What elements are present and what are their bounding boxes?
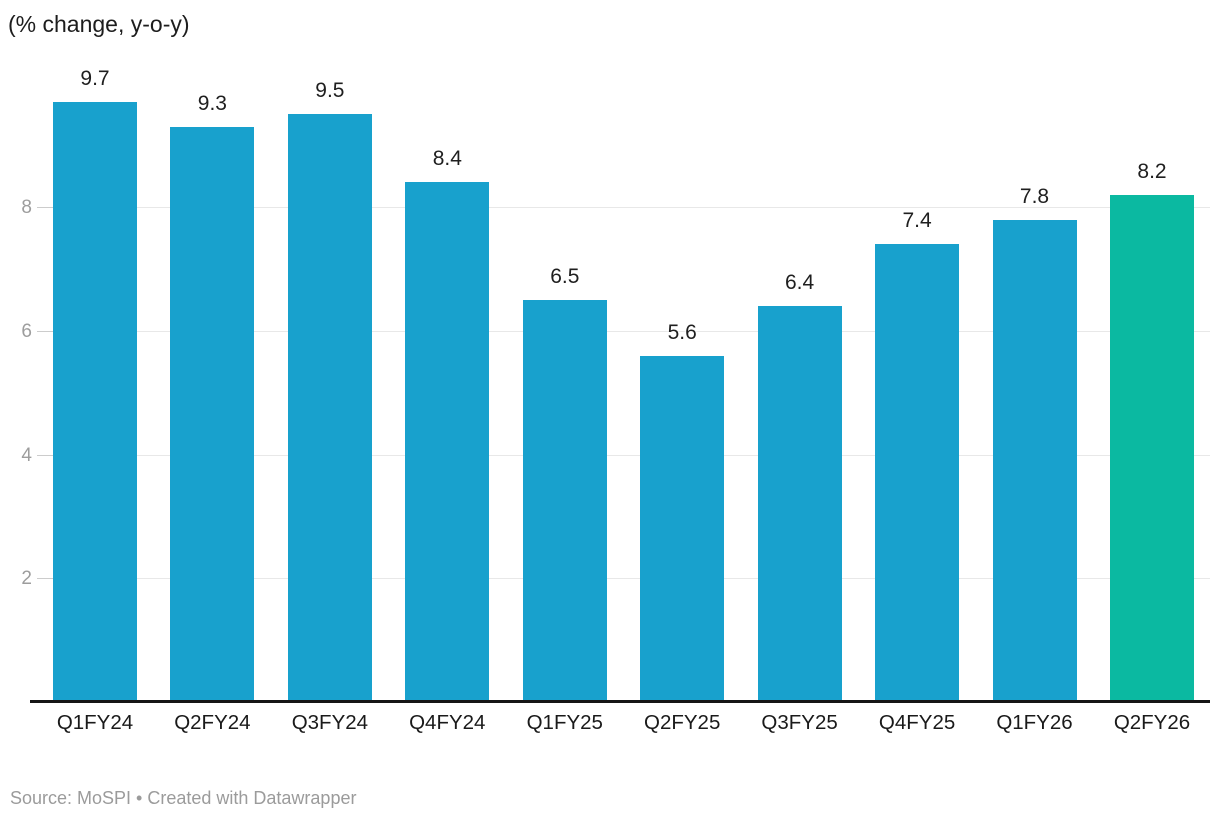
gridline-y-2 bbox=[37, 578, 1210, 580]
x-axis-label-Q3FY25: Q3FY25 bbox=[761, 711, 838, 734]
value-label-Q2FY24: 9.3 bbox=[197, 91, 227, 115]
x-axis-label-Q1FY24: Q1FY24 bbox=[56, 711, 134, 734]
x-axis-label-Q2FY26: Q2FY26 bbox=[1113, 711, 1191, 734]
value-label-Q1FY24: 9.7 bbox=[80, 67, 110, 90]
value-label-Q2FY25: 5.6 bbox=[667, 320, 697, 344]
x-axis-label-Q2FY25: Q2FY25 bbox=[644, 711, 721, 734]
chart-title: (% change, y-o-y) bbox=[8, 11, 190, 37]
bar-Q3FY24 bbox=[287, 114, 372, 702]
bar-Q3FY25 bbox=[757, 306, 842, 702]
bar-Q4FY25 bbox=[875, 244, 960, 702]
y-axis-tick-label: 2 bbox=[21, 568, 32, 590]
x-axis-label-Q4FY25: Q4FY25 bbox=[878, 711, 956, 734]
y-axis-tick-label: 6 bbox=[21, 320, 32, 342]
y-axis-tick bbox=[37, 330, 53, 332]
value-label-Q3FY24: 9.5 bbox=[315, 79, 345, 103]
gridline-y-8 bbox=[37, 207, 1210, 209]
bar-Q2FY25 bbox=[640, 355, 725, 702]
value-label-Q1FY26: 7.8 bbox=[1019, 184, 1050, 208]
x-axis-label-Q2FY24: Q2FY24 bbox=[174, 711, 251, 734]
y-axis-tick bbox=[37, 578, 53, 580]
bar-Q1FY24 bbox=[53, 102, 137, 702]
x-axis-label-Q4FY24: Q4FY24 bbox=[409, 711, 486, 734]
y-axis-tick-label: 8 bbox=[21, 197, 32, 219]
value-label-Q2FY26: 8.2 bbox=[1137, 159, 1167, 183]
value-label-Q3FY25: 6.4 bbox=[784, 271, 815, 295]
bar-Q4FY24 bbox=[405, 182, 490, 702]
value-label-Q4FY25: 7.4 bbox=[902, 209, 932, 233]
bar-Q1FY25 bbox=[522, 299, 607, 702]
gridline-y-6 bbox=[37, 330, 1210, 332]
x-axis-label-Q3FY24: Q3FY24 bbox=[291, 711, 369, 734]
y-axis-tick bbox=[37, 454, 53, 456]
y-axis-tick-label: 4 bbox=[21, 444, 32, 466]
bar-Q2FY24 bbox=[170, 126, 255, 702]
gridline-y-4 bbox=[37, 454, 1210, 456]
x-axis-label-Q1FY25: Q1FY25 bbox=[526, 711, 603, 734]
source-note: Source: MoSPI • Created with Datawrapper bbox=[10, 788, 357, 808]
bar-Q1FY26 bbox=[992, 219, 1077, 702]
value-label-Q1FY25: 6.5 bbox=[550, 264, 580, 288]
y-axis-tick bbox=[37, 207, 53, 209]
bar-Q2FY26 bbox=[1110, 194, 1194, 702]
value-label-Q4FY24: 8.4 bbox=[432, 147, 462, 171]
x-axis-label-Q1FY26: Q1FY26 bbox=[996, 711, 1073, 734]
x-axis-baseline bbox=[30, 700, 1210, 703]
